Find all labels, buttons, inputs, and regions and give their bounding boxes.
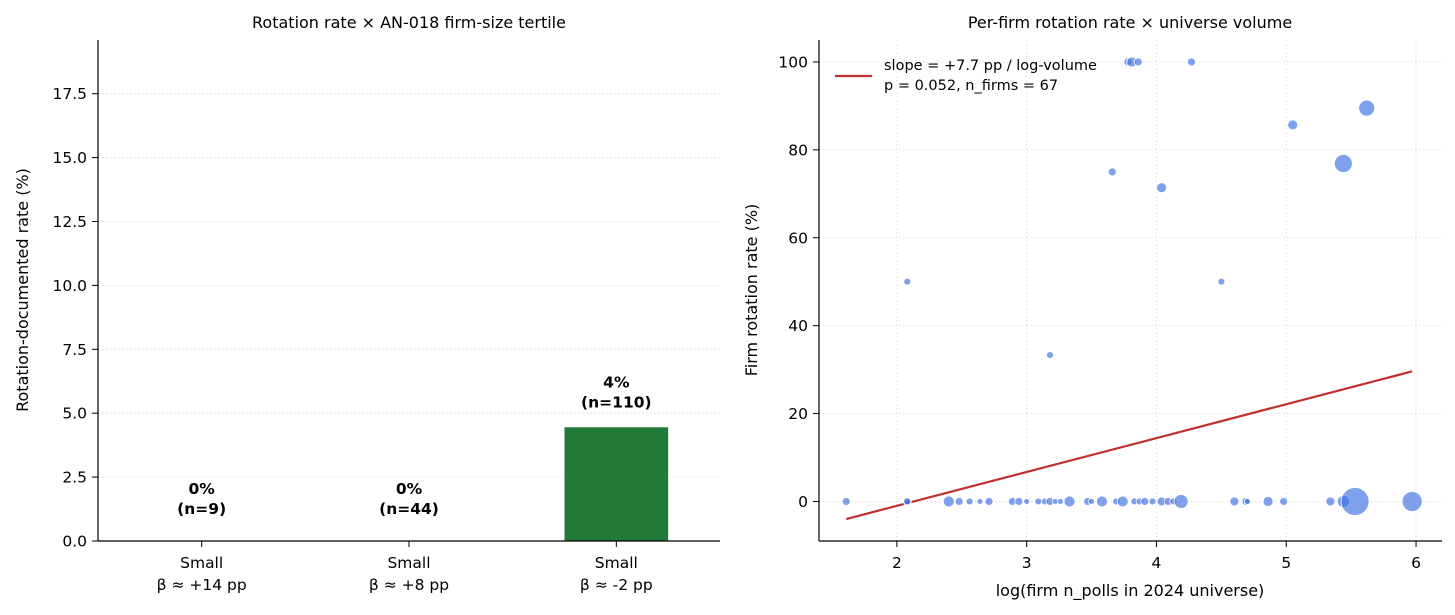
scatter-point <box>984 497 994 506</box>
scatter-x-tick-label: 5 <box>1281 554 1291 572</box>
bar-x-tick-sublabel: β ≈ +14 pp <box>157 576 247 594</box>
scatter-point <box>1116 495 1129 508</box>
scatter-point <box>1107 167 1117 177</box>
scatter-point <box>1140 497 1150 506</box>
scatter-point <box>1014 497 1024 506</box>
bar-count-label: (n=44) <box>379 500 439 518</box>
bar-x-tick-sublabel: β ≈ -2 pp <box>580 576 653 594</box>
bar-y-tick-label: 7.5 <box>62 341 87 359</box>
scatter-chart-panel: Per-firm rotation rate × universe volume… <box>742 13 1442 601</box>
scatter-chart-x-label: log(firm n_polls in 2024 universe) <box>996 581 1265 601</box>
scatter-point <box>1034 497 1043 506</box>
scatter-chart-trend-layer <box>845 370 1413 521</box>
bar-chart-grid <box>98 93 720 478</box>
scatter-chart-y-label: Firm rotation rate (%) <box>742 204 761 377</box>
scatter-point <box>903 277 912 286</box>
scatter-chart-legend: slope = +7.7 pp / log-volume p = 0.052, … <box>835 58 1097 94</box>
bar-value-label: 4% <box>603 373 630 391</box>
scatter-point <box>1229 496 1240 507</box>
scatter-x-tick-label: 2 <box>892 554 902 572</box>
scatter-point <box>1287 119 1299 131</box>
scatter-point <box>1333 154 1353 173</box>
scatter-point <box>1057 498 1064 505</box>
bar-value-label: 0% <box>189 480 216 498</box>
bar-chart-y-label: Rotation-documented rate (%) <box>13 168 32 412</box>
scatter-y-tick-label: 100 <box>778 53 808 71</box>
scatter-point <box>1325 496 1336 507</box>
bar-x-tick-label: Small <box>180 554 223 572</box>
scatter-y-tick-label: 0 <box>798 493 808 511</box>
scatter-point <box>1148 497 1157 506</box>
bar-x-tick-label: Small <box>595 554 638 572</box>
bar-chart-x-ticks: Small β ≈ +14 pp Small β ≈ +8 pp Small β ≈ -2… <box>157 541 653 594</box>
legend-line-2: p = 0.052, n_firms = 67 <box>884 78 1058 94</box>
scatter-y-tick-label: 80 <box>788 141 808 159</box>
scatter-x-tick-label: 6 <box>1411 554 1421 572</box>
scatter-point <box>942 495 955 508</box>
scatter-point <box>1279 497 1289 506</box>
bar-x-tick-sublabel: β ≈ +8 pp <box>369 576 449 594</box>
scatter-point <box>1156 182 1168 194</box>
scatter-x-tick-label: 4 <box>1152 554 1162 572</box>
scatter-point <box>1133 57 1143 67</box>
bar-x-tick-label: Small <box>387 554 430 572</box>
scatter-point <box>1187 57 1196 67</box>
scatter-point <box>1262 496 1274 507</box>
scatter-x-tick-label: 3 <box>1022 554 1032 572</box>
bar-count-label: (n=110) <box>581 393 652 411</box>
scatter-point <box>1046 351 1054 360</box>
scatter-y-tick-label: 60 <box>788 229 808 247</box>
bar-chart-data-labels: 0% (n=9) 0% (n=44) 4% (n=110) <box>177 373 651 518</box>
scatter-chart-points <box>841 56 1423 516</box>
bar-chart-bars <box>564 427 669 541</box>
bar-y-tick-label: 17.5 <box>52 85 87 103</box>
scatter-point <box>954 497 964 506</box>
scatter-y-tick-label: 40 <box>788 317 808 335</box>
bar-y-tick-label: 5.0 <box>62 405 87 423</box>
bar-chart-title: Rotation rate × AN-018 firm-size tertile <box>252 13 566 32</box>
bar-y-tick-label: 15.0 <box>52 149 87 167</box>
scatter-point <box>1096 495 1108 508</box>
bar-y-tick-label: 10.0 <box>52 277 87 295</box>
scatter-point <box>976 498 984 505</box>
scatter-y-tick-label: 20 <box>788 405 808 423</box>
scatter-point <box>1217 277 1226 286</box>
scatter-chart-title: Per-firm rotation rate × universe volume <box>968 13 1292 32</box>
scatter-point <box>1088 498 1095 505</box>
scatter-point <box>1340 487 1370 516</box>
scatter-point <box>1173 494 1189 509</box>
bar-y-tick-label: 0.0 <box>62 533 87 551</box>
bar-y-tick-label: 2.5 <box>62 469 87 487</box>
legend-line-1: slope = +7.7 pp / log-volume <box>884 58 1097 74</box>
scatter-point <box>841 497 851 506</box>
bar-chart-y-ticks: 0.0 2.5 5.0 7.5 10.0 12.5 15.0 17.5 <box>52 85 98 551</box>
scatter-point <box>903 497 912 506</box>
scatter-chart-grid <box>819 40 1442 541</box>
scatter-point <box>1243 498 1251 505</box>
bar-chart-panel: Rotation rate × AN-018 firm-size tertile… <box>13 13 720 594</box>
scatter-chart-y-ticks: 0 20 40 60 80 100 <box>778 53 819 511</box>
scatter-point <box>965 497 974 506</box>
bar-count-label: (n=9) <box>177 500 226 518</box>
scatter-point <box>1063 495 1076 508</box>
scatter-chart-x-ticks: 2 3 4 5 6 <box>892 541 1421 572</box>
trend-line <box>845 370 1413 521</box>
bar-value-label: 0% <box>396 480 423 498</box>
bar <box>564 427 669 541</box>
bar-y-tick-label: 12.5 <box>52 213 87 231</box>
scatter-point <box>1023 498 1031 505</box>
scatter-point <box>1401 491 1423 512</box>
scatter-point <box>1358 99 1376 117</box>
